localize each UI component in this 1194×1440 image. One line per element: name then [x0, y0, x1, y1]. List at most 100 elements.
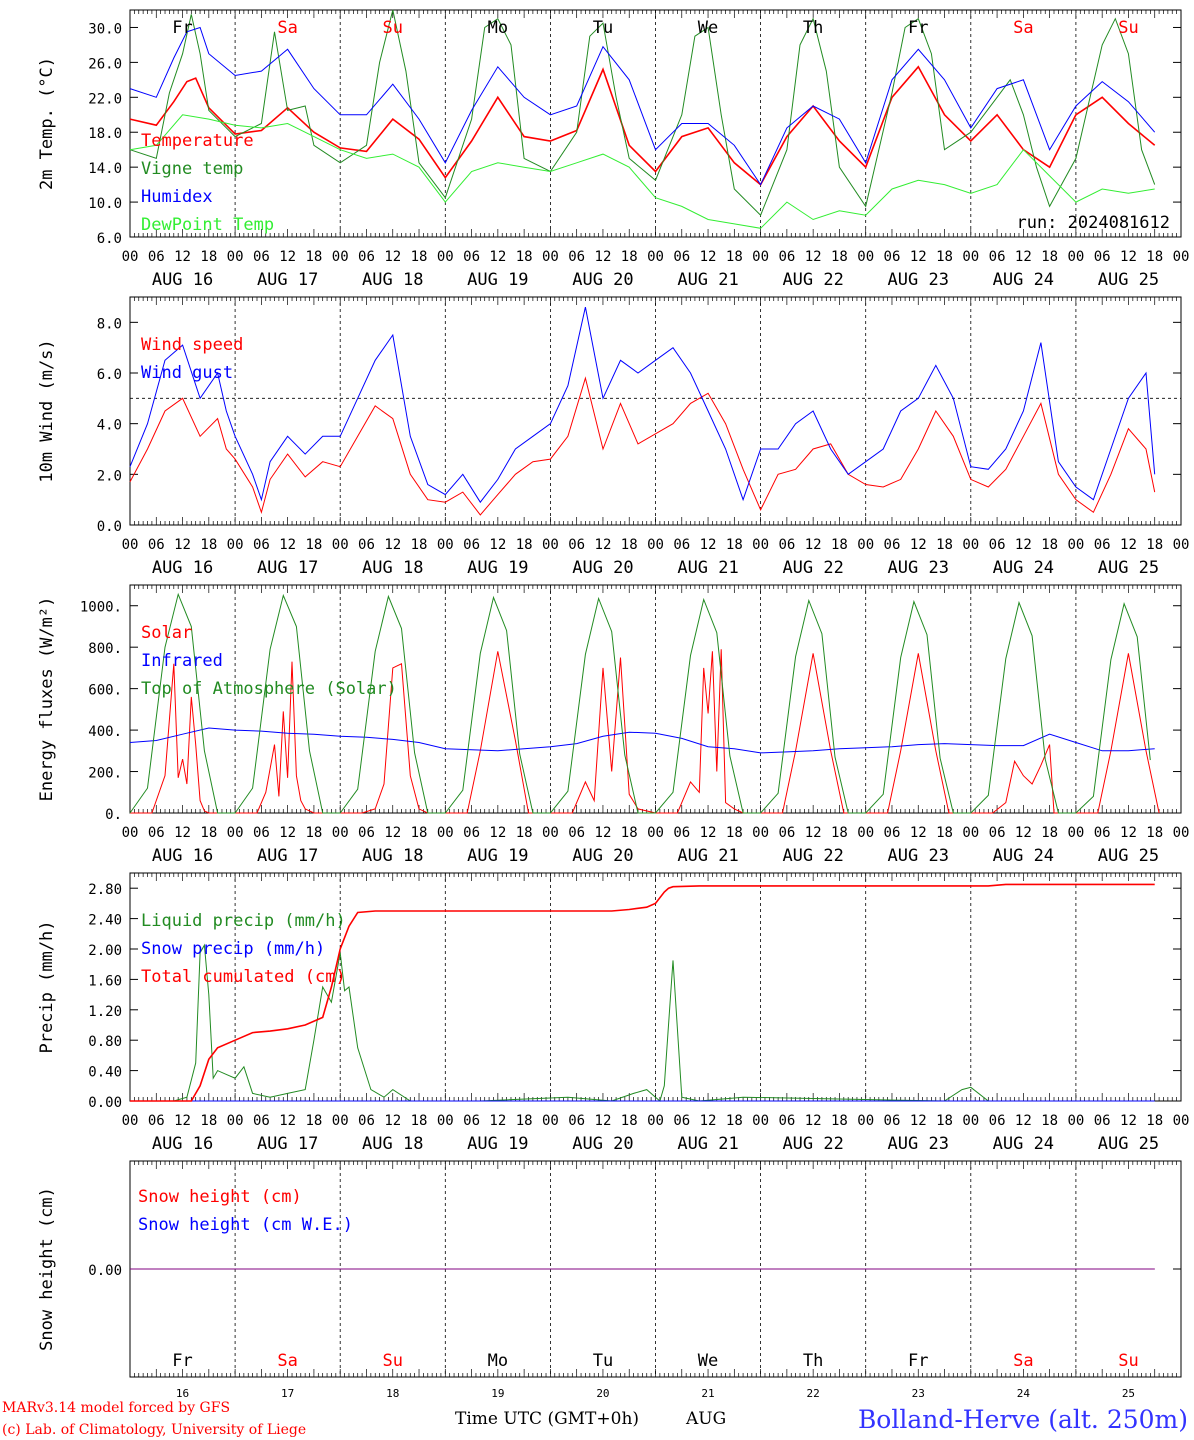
- panel-3: 0. 200. 400. 600. 800. 1000. Energy fluxes (W/…: [37, 584, 1190, 866]
- panel-2: 0.0 2.0 4.0 6.0 8.0 10m Wind (m/s) Wind speed W…: [37, 296, 1189, 578]
- hour-tick-label: 18: [831, 1113, 848, 1129]
- hour-tick-label: 06: [778, 249, 795, 265]
- hour-tick-label: 12: [700, 825, 717, 841]
- hour-tick-label: 18: [726, 537, 743, 553]
- legend-entry: Humidex: [141, 187, 213, 207]
- hour-tick-label: 06: [989, 537, 1006, 553]
- hour-tick-label: 00: [1173, 249, 1190, 265]
- hour-tick-label: 06: [1094, 825, 1111, 841]
- hour-tick-label: 00: [542, 537, 559, 553]
- hour-tick-label: 00: [1173, 825, 1190, 841]
- hour-tick-label: 06: [778, 537, 795, 553]
- series-line: [129, 65, 1156, 186]
- hour-tick-label: 06: [673, 1113, 690, 1129]
- hour-tick-label: 00: [1067, 825, 1084, 841]
- credit-lab: (c) Lab. of Climatology, University of L…: [2, 1422, 306, 1438]
- hour-tick-label: 00: [962, 249, 979, 265]
- hour-tick-label: 18: [726, 825, 743, 841]
- hour-tick-label: 00: [752, 537, 769, 553]
- hour-tick-label: 18: [411, 1113, 428, 1129]
- date-label: AUG 17: [257, 846, 318, 866]
- hour-tick-label: 06: [568, 1113, 585, 1129]
- date-label: AUG 22: [782, 558, 843, 578]
- hour-tick-label: 18: [200, 249, 217, 265]
- date-label: AUG 25: [1098, 558, 1159, 578]
- x-axis-title: Time UTC (GMT+0h): [455, 1409, 639, 1429]
- date-label: AUG 16: [152, 846, 213, 866]
- legend-entry: Liquid precip (mm/h): [141, 911, 346, 931]
- legend-entry: Vigne temp: [141, 159, 243, 179]
- hour-tick-label: 18: [726, 1113, 743, 1129]
- hour-tick-label: 18: [621, 249, 638, 265]
- panel-5: 0.00 Snow height (cm) Snow height (cm) Snow…: [37, 1160, 1182, 1378]
- hour-tick-label: 06: [1094, 249, 1111, 265]
- date-label: AUG 25: [1098, 270, 1159, 290]
- y-tick-label: 14.0: [88, 161, 122, 177]
- hour-tick-label: 18: [1146, 537, 1163, 553]
- hour-tick-label: 12: [1015, 537, 1032, 553]
- hour-tick-label: 12: [595, 1113, 612, 1129]
- date-label: AUG 18: [362, 558, 423, 578]
- y-axis-label: 2m Temp. (°C): [37, 57, 57, 190]
- date-label: AUG 22: [782, 270, 843, 290]
- date-label: AUG 21: [677, 1134, 738, 1154]
- hour-tick-label: 00: [647, 249, 664, 265]
- y-tick-label: 4.0: [97, 418, 122, 434]
- hour-tick-label: 06: [253, 249, 270, 265]
- hour-tick-label: 18: [1041, 1113, 1058, 1129]
- hour-tick-label: 18: [516, 537, 533, 553]
- date-label: AUG 19: [467, 558, 528, 578]
- hour-tick-label: 12: [595, 825, 612, 841]
- hour-tick-label: 00: [962, 825, 979, 841]
- series-line: [130, 649, 1160, 814]
- hour-tick-label: 00: [227, 825, 244, 841]
- date-label: AUG 18: [362, 846, 423, 866]
- y-tick-label: 1.20: [88, 1004, 122, 1020]
- hour-tick-label: 06: [884, 1113, 901, 1129]
- hour-tick-label: 18: [621, 537, 638, 553]
- hour-tick-label: 18: [1146, 1113, 1163, 1129]
- hour-tick-label: 00: [1067, 249, 1084, 265]
- y-tick-label: 2.80: [88, 882, 122, 898]
- hour-tick-label: 00: [752, 825, 769, 841]
- day-name: Th: [803, 18, 823, 38]
- day-name: Sa: [277, 1351, 297, 1371]
- day-name: Sa: [1013, 1351, 1033, 1371]
- hour-tick-label: 06: [148, 1113, 165, 1129]
- hour-tick-label: 00: [332, 537, 349, 553]
- hour-tick-label: 12: [174, 825, 191, 841]
- day-name: Su: [1118, 18, 1138, 38]
- hour-tick-label: 18: [411, 537, 428, 553]
- hour-tick-label: 18: [305, 1113, 322, 1129]
- hour-tick-label: 00: [227, 249, 244, 265]
- hour-tick-label: 12: [384, 1113, 401, 1129]
- hour-tick-label: 12: [805, 249, 822, 265]
- hour-tick-label: 12: [1120, 825, 1137, 841]
- y-tick-label: 30.0: [88, 21, 122, 37]
- hour-tick-label: 12: [700, 537, 717, 553]
- date-label: AUG 17: [257, 270, 318, 290]
- hour-tick-label: 00: [122, 1113, 139, 1129]
- hour-tick-label: 06: [673, 825, 690, 841]
- y-axis-label: 10m Wind (m/s): [37, 339, 57, 482]
- series-line: [129, 9, 1156, 217]
- hour-tick-label: 18: [411, 825, 428, 841]
- date-label: AUG 18: [362, 270, 423, 290]
- y-tick-label: 0.40: [88, 1065, 122, 1081]
- hour-tick-label: 18: [831, 249, 848, 265]
- date-label: AUG 20: [572, 1134, 633, 1154]
- hour-tick-label: 06: [148, 249, 165, 265]
- y-tick-label: 10.0: [88, 196, 122, 212]
- hour-tick-label: 18: [936, 537, 953, 553]
- hour-tick-label: 12: [1015, 249, 1032, 265]
- y-tick-label: 26.0: [88, 56, 122, 72]
- hour-tick-label: 06: [463, 1113, 480, 1129]
- hour-tick-label: 18: [1146, 249, 1163, 265]
- hour-tick-label: 12: [700, 249, 717, 265]
- hour-tick-label: 18: [200, 1113, 217, 1129]
- hour-tick-label: 18: [1041, 249, 1058, 265]
- hour-tick-label: 18: [621, 1113, 638, 1129]
- hour-tick-label: 18: [1146, 825, 1163, 841]
- hour-tick-label: 12: [384, 537, 401, 553]
